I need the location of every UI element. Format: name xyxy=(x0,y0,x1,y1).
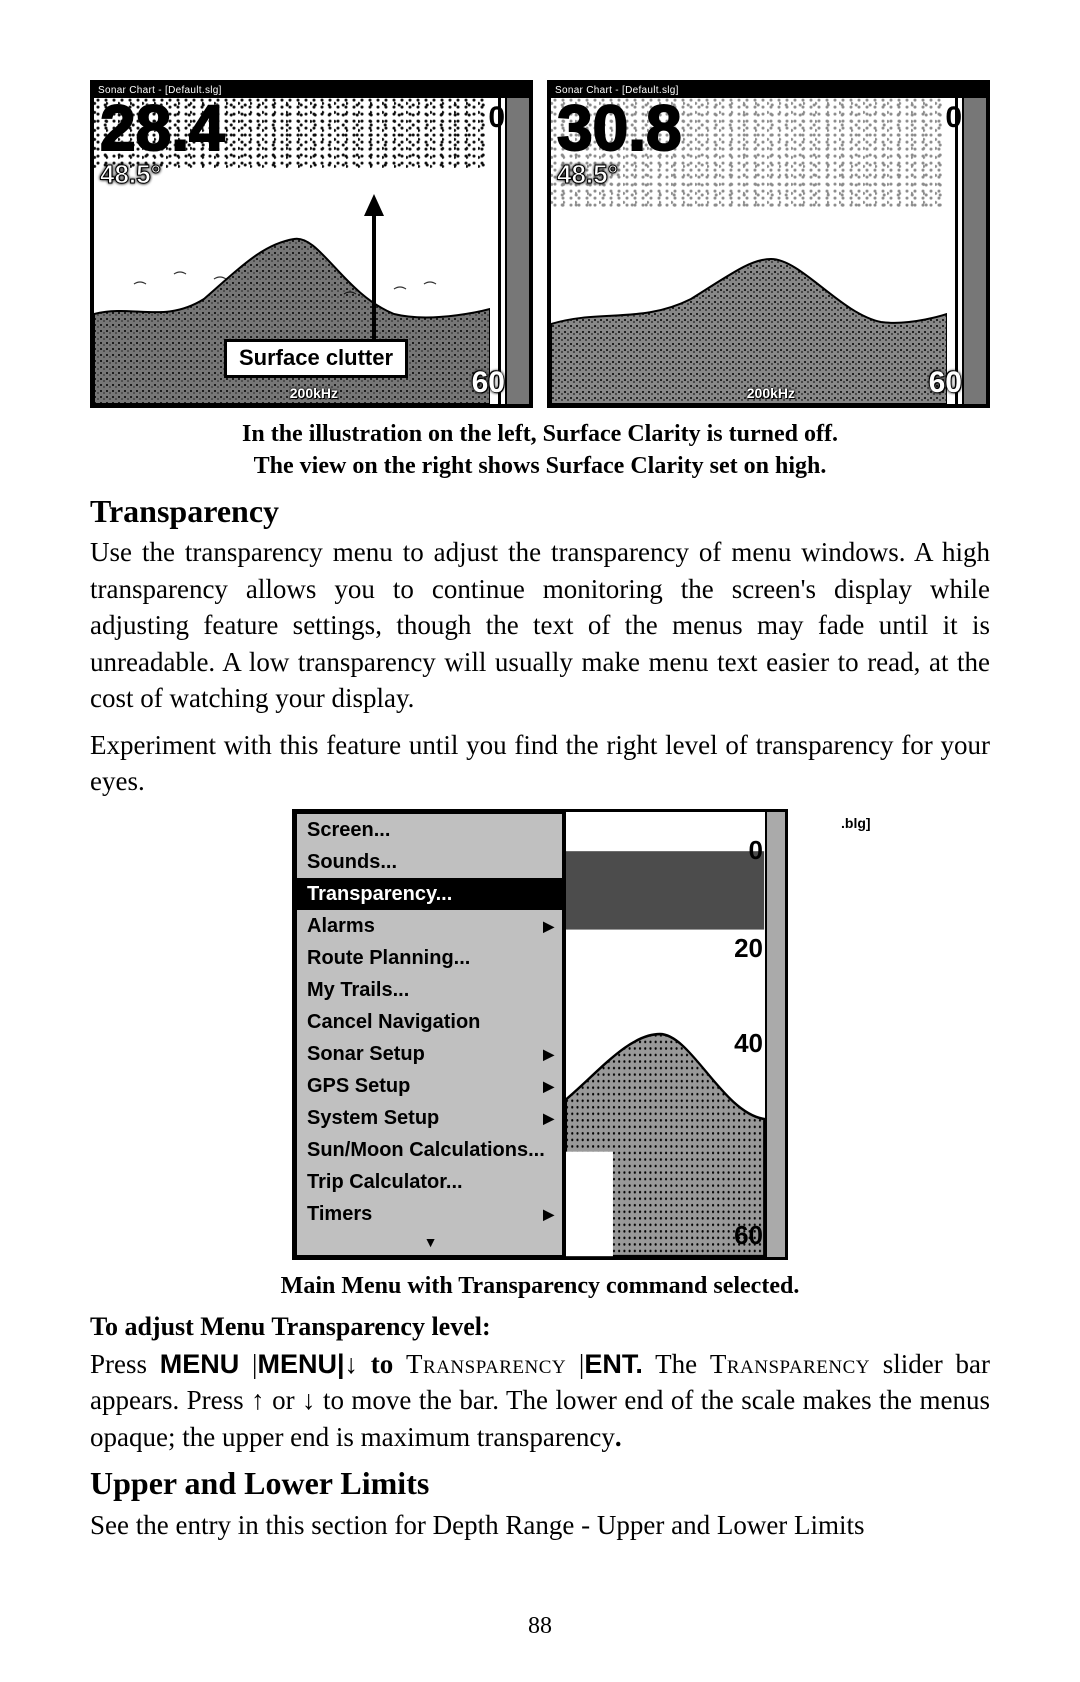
surface-clutter-label: Surface clutter xyxy=(224,339,408,378)
text: to xyxy=(358,1349,406,1379)
file-label: .blg] xyxy=(841,814,871,832)
menu-item[interactable]: Sonar Setup▶ xyxy=(297,1038,562,1070)
menu-caption: Main Menu with Transparency command sele… xyxy=(90,1270,990,1302)
main-menu-list: Screen...Sounds...Transparency...Alarms▶… xyxy=(295,812,564,1256)
menu-item[interactable]: Transparency... xyxy=(297,878,562,910)
sonar-caption: In the illustration on the left, Surface… xyxy=(90,418,990,483)
scale-top: 0 xyxy=(488,98,505,137)
depth-tickbar xyxy=(487,98,507,404)
submenu-arrow-icon: ▶ xyxy=(543,917,554,935)
scale-top: 0 xyxy=(945,98,962,137)
menu-item[interactable]: Timers▶ xyxy=(297,1198,562,1230)
transparency-para-1: Use the transparency menu to adjust the … xyxy=(90,534,990,716)
frequency-label: 200kHz xyxy=(747,384,795,402)
sonar-comparison: Sonar Chart - [Default.slg] 28.4 48.5° 0… xyxy=(90,80,990,408)
depth-reading: 28.4 xyxy=(100,96,225,160)
menu-item[interactable]: Sounds... xyxy=(297,846,562,878)
limits-heading: Upper and Lower Limits xyxy=(90,1463,990,1505)
menu-item[interactable]: System Setup▶ xyxy=(297,1102,562,1134)
menu-item[interactable]: Screen... xyxy=(297,814,562,846)
clutter-arrow-icon xyxy=(354,194,394,354)
depth-reading: 30.8 xyxy=(557,96,682,160)
caption-line: The view on the right shows Surface Clar… xyxy=(254,453,827,479)
menu-item[interactable]: Sun/Moon Calculations... xyxy=(297,1134,562,1166)
mini-scale: 60 xyxy=(734,1219,763,1253)
transparency-para-2: Experiment with this feature until you f… xyxy=(90,727,990,800)
submenu-arrow-icon: ▶ xyxy=(543,1205,554,1223)
text: . xyxy=(635,1349,643,1379)
menu-key: MENU xyxy=(160,1349,240,1379)
temp-reading: 48.5° xyxy=(100,158,161,192)
text: |↓ xyxy=(337,1349,358,1379)
sonar-sidebar xyxy=(505,98,529,404)
caption-line: In the illustration on the left, Surface… xyxy=(242,421,838,447)
menu-item[interactable]: Route Planning... xyxy=(297,942,562,974)
sonar-left: Sonar Chart - [Default.slg] 28.4 48.5° 0… xyxy=(90,80,533,408)
menu-item[interactable]: GPS Setup▶ xyxy=(297,1070,562,1102)
menu-item[interactable]: Alarms▶ xyxy=(297,910,562,942)
menu-item[interactable]: Cancel Navigation xyxy=(297,1006,562,1038)
adjust-subheading: To adjust Menu Transparency level: xyxy=(90,1310,990,1344)
text: . xyxy=(615,1422,622,1452)
scale-bottom: 60 xyxy=(472,363,505,402)
sonar-preview-panel: .blg] ▶ 0 20 40 60 xyxy=(564,812,785,1256)
ent-key: ENT xyxy=(584,1349,635,1379)
scroll-down-icon: ▼ xyxy=(297,1230,562,1254)
limits-para: See the entry in this section for Depth … xyxy=(90,1507,990,1543)
transparency-heading: Transparency xyxy=(90,491,990,533)
text: The xyxy=(643,1349,710,1379)
mini-sidebar xyxy=(765,812,785,1256)
transparency-smallcaps: Transparency xyxy=(406,1349,566,1379)
sonar-right: Sonar Chart - [Default.slg] 30.8 48.5° 0… xyxy=(547,80,990,408)
scale-bottom: 60 xyxy=(929,363,962,402)
main-menu-screenshot: Screen...Sounds...Transparency...Alarms▶… xyxy=(292,809,788,1259)
depth-tickbar xyxy=(944,98,964,404)
submenu-arrow-icon: ▶ xyxy=(543,1045,554,1063)
submenu-arrow-icon: ▶ xyxy=(543,1077,554,1095)
adjust-instructions: Press MENU |MENU|↓ to Transparency |ENT.… xyxy=(90,1346,990,1455)
page-number: 88 xyxy=(0,1611,1080,1642)
sonar-bottom-contour xyxy=(551,204,947,404)
mini-scale: 40 xyxy=(734,1027,763,1061)
text: Press xyxy=(90,1349,160,1379)
mini-scale: 0 xyxy=(749,834,763,868)
temp-reading: 48.5° xyxy=(557,158,618,192)
transparency-smallcaps: Transparency xyxy=(710,1349,870,1379)
menu-key: MENU xyxy=(257,1349,337,1379)
menu-item[interactable]: My Trails... xyxy=(297,974,562,1006)
text: | xyxy=(239,1349,257,1379)
mini-scale: 20 xyxy=(734,932,763,966)
frequency-label: 200kHz xyxy=(290,384,338,402)
text: | xyxy=(566,1349,584,1379)
menu-item[interactable]: Trip Calculator... xyxy=(297,1166,562,1198)
submenu-arrow-icon: ▶ xyxy=(543,1109,554,1127)
sonar-sidebar xyxy=(962,98,986,404)
